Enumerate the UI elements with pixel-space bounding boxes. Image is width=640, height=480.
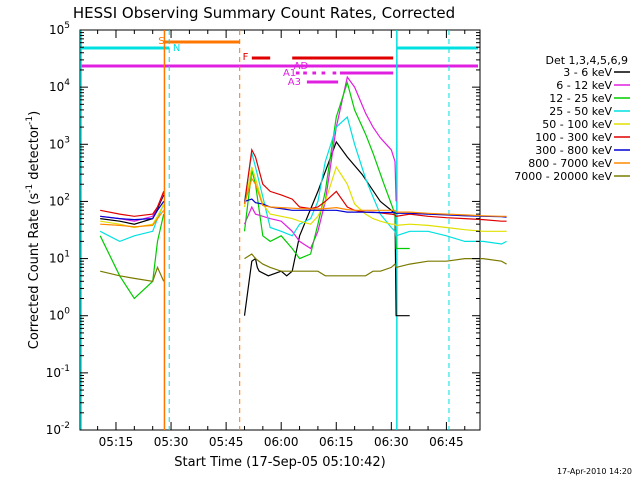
y-axis-label-main: Corrected Count Rate (s bbox=[27, 193, 42, 350]
series-line bbox=[243, 165, 507, 232]
marker-label: S bbox=[158, 36, 164, 47]
x-tick-label: 06:30 bbox=[374, 435, 409, 449]
series-line bbox=[243, 140, 410, 317]
legend-entry-label: 6 - 12 keV bbox=[556, 79, 612, 92]
series-line bbox=[100, 201, 165, 221]
series-line bbox=[100, 191, 165, 217]
y-tick-label: 103 bbox=[49, 135, 70, 151]
legend-entry-label: 25 - 50 keV bbox=[549, 105, 612, 118]
x-axis-label: Start Time (17-Sep-05 05:10:42) bbox=[174, 455, 385, 470]
x-tick-label: 06:45 bbox=[429, 435, 464, 449]
y-tick-label: 102 bbox=[49, 192, 70, 208]
series-layer bbox=[99, 75, 507, 317]
x-tick-label: 05:45 bbox=[209, 435, 244, 449]
series-line bbox=[244, 253, 507, 277]
y-tick-label: 100 bbox=[49, 307, 70, 323]
series-line bbox=[243, 115, 507, 245]
x-tick-label: 05:15 bbox=[99, 435, 134, 449]
legend-entry-label: 100 - 300 keV bbox=[535, 131, 612, 144]
marker-label: F bbox=[243, 52, 249, 63]
legend-title: Det 1,3,4,5,6,9 bbox=[545, 54, 628, 67]
axes: 10-2 10-1 100 101 102 103 104 105 05:15 05:30 05:4… bbox=[46, 21, 480, 449]
series-line bbox=[99, 213, 165, 300]
series-line bbox=[100, 194, 165, 225]
legend-entry-label: 300 - 800 keV bbox=[535, 144, 612, 157]
legend-entry-label: 3 - 6 keV bbox=[563, 66, 612, 79]
series-line bbox=[100, 209, 165, 228]
y-tick-label: 104 bbox=[49, 78, 70, 94]
y-axis-label-mid: detector bbox=[27, 124, 42, 184]
y-axis-label-end: ) bbox=[27, 111, 42, 116]
marker-label: AD bbox=[294, 61, 309, 72]
legend-entry-label: 12 - 25 keV bbox=[549, 92, 612, 105]
series-line bbox=[243, 75, 397, 250]
marker-label: A3 bbox=[288, 77, 301, 88]
y-axis-label: Corrected Count Rate (s-1 detector-1) bbox=[25, 111, 42, 349]
y-axis-label-sup2: -1 bbox=[25, 116, 35, 125]
plot-frame bbox=[79, 29, 481, 431]
series-line bbox=[243, 80, 410, 260]
series-line bbox=[99, 203, 165, 243]
x-tick-label: 05:30 bbox=[154, 435, 189, 449]
overlay-lines bbox=[80, 30, 478, 430]
y-tick-label: 101 bbox=[49, 250, 70, 266]
series-line bbox=[100, 265, 165, 282]
y-tick-label: 10-1 bbox=[46, 364, 70, 380]
y-tick-label: 10-2 bbox=[46, 421, 70, 437]
legend-entry-label: 50 - 100 keV bbox=[542, 118, 612, 131]
legend-entry-label: 7000 - 20000 keV bbox=[514, 170, 612, 183]
x-tick-label: 06:00 bbox=[264, 435, 299, 449]
marker-label: A1 bbox=[283, 68, 296, 79]
legend-entry-label: 800 - 7000 keV bbox=[528, 157, 612, 170]
series-line bbox=[243, 177, 507, 217]
y-tick-label: 105 bbox=[49, 21, 70, 37]
marker-label: N bbox=[173, 43, 180, 54]
chart-title: HESSI Observing Summary Count Rates, Cor… bbox=[73, 4, 455, 22]
x-tick-label: 06:15 bbox=[319, 435, 354, 449]
svg-text:Corrected Count Rate (s-1 dete: Corrected Count Rate (s-1 detector-1) bbox=[25, 111, 42, 349]
y-axis-label-sup1: -1 bbox=[25, 184, 35, 193]
footer-date: 17-Apr-2010 14:20 bbox=[557, 467, 632, 476]
